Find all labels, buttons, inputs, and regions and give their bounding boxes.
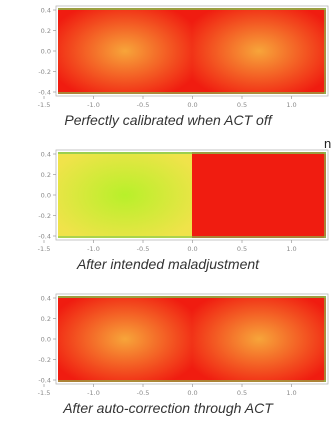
heatmap-right-half <box>192 152 326 238</box>
x-tick-label: -1.5 <box>38 101 51 109</box>
y-tick-label: -0.2 <box>38 356 51 364</box>
y-tick-label: 0.0 <box>41 191 51 199</box>
y-tick-label: 0.4 <box>41 294 51 302</box>
y-tick-label: 0.2 <box>41 315 51 323</box>
caption-1: Perfectly calibrated when ACT off <box>64 112 272 128</box>
x-tick-label: -0.5 <box>137 389 150 397</box>
heatmap-left-half <box>58 296 192 382</box>
x-tick-label: -1.5 <box>38 389 51 397</box>
caption-2: After intended maladjustment <box>76 256 260 272</box>
x-tick-label: 0.5 <box>237 101 247 109</box>
edge-strip-bottom <box>58 380 326 382</box>
heatmap-panel-1: -1.5 -1.0 -0.5 0.0 0.5 1.0 0.4 0.2 0.0 -0.2 -0.4 P… <box>0 0 336 136</box>
heatmap-panel-3: -1.5 -1.0 -0.5 0.0 0.5 1.0 0.4 0.2 0.0 -0.2 -0.4 A… <box>0 288 336 424</box>
x-tick-label: -0.5 <box>137 245 150 253</box>
x-tick-label: -1.0 <box>87 101 100 109</box>
x-tick-label: 0.0 <box>187 389 197 397</box>
edge-strip-top <box>58 296 326 298</box>
heatmap-right-half <box>192 296 326 382</box>
y-tick-label: -0.4 <box>38 232 51 240</box>
edge-strip-right <box>324 296 326 382</box>
x-tick-label: -0.5 <box>137 101 150 109</box>
edge-strip-top <box>58 8 326 10</box>
y-tick-label: -0.2 <box>38 212 51 220</box>
y-tick-label: 0.4 <box>41 150 51 158</box>
x-tick-label: 0.5 <box>237 245 247 253</box>
y-tick-label: 0.0 <box>41 47 51 55</box>
heatmap-plot-1: -1.5 -1.0 -0.5 0.0 0.5 1.0 0.4 0.2 0.0 -0.2 -0.4 <box>38 5 329 109</box>
y-tick-label: 0.2 <box>41 27 51 35</box>
x-tick-label: 0.0 <box>187 245 197 253</box>
x-tick-label: 0.5 <box>237 389 247 397</box>
x-tick-label: 1.0 <box>286 245 296 253</box>
cropped-text-fragment: n <box>324 136 332 151</box>
x-tick-label: -1.5 <box>38 245 51 253</box>
x-tick-label: -1.0 <box>87 245 100 253</box>
heatmap-left-half <box>58 8 192 94</box>
edge-strip-top <box>58 152 326 154</box>
x-tick-label: 0.0 <box>187 101 197 109</box>
y-tick-label: 0.0 <box>41 335 51 343</box>
edge-strip-bottom <box>58 236 326 238</box>
heatmap-right-half <box>192 8 326 94</box>
edge-strip-right <box>324 8 326 94</box>
heatmap-plot-2: -1.5 -1.0 -0.5 0.0 0.5 1.0 0.4 0.2 0.0 -0.2 -0.4 <box>38 149 329 253</box>
y-tick-label: -0.4 <box>38 376 51 384</box>
y-tick-label: 0.2 <box>41 171 51 179</box>
edge-strip-right <box>324 152 326 238</box>
y-tick-label: -0.4 <box>38 88 51 96</box>
x-tick-label: 1.0 <box>286 389 296 397</box>
x-tick-label: -1.0 <box>87 389 100 397</box>
caption-3: After auto-correction through ACT <box>63 400 273 416</box>
x-tick-label: 1.0 <box>286 101 296 109</box>
y-tick-label: -0.2 <box>38 68 51 76</box>
y-tick-label: 0.4 <box>41 6 51 14</box>
heatmap-plot-3: -1.5 -1.0 -0.5 0.0 0.5 1.0 0.4 0.2 0.0 -0.2 -0.4 <box>38 293 329 397</box>
heatmap-left-half <box>58 152 192 238</box>
edge-strip-bottom <box>58 92 326 94</box>
heatmap-panel-2: -1.5 -1.0 -0.5 0.0 0.5 1.0 0.4 0.2 0.0 -0.2 -0.4 A… <box>0 144 336 280</box>
